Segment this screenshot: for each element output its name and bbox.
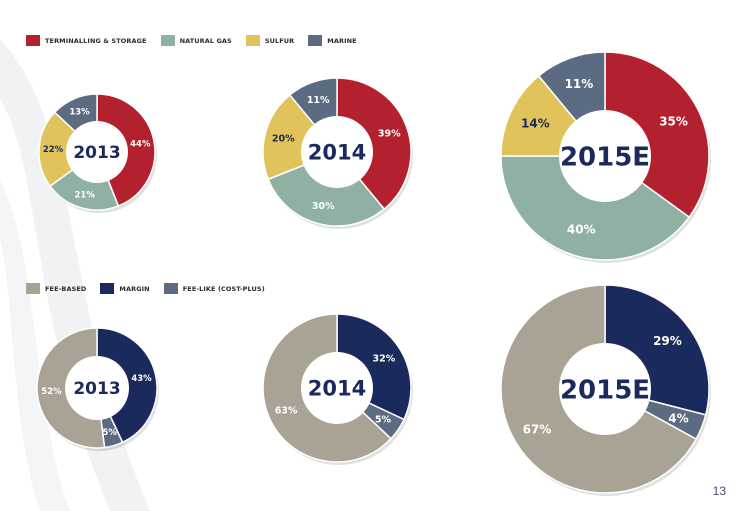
page-number: 13 xyxy=(712,484,726,498)
slice-label: 67% xyxy=(523,422,552,436)
legend-swatch xyxy=(26,35,40,46)
legend-label: FEE-LIKE (COST-PLUS) xyxy=(182,284,265,293)
slice-label: 20% xyxy=(272,134,295,145)
donut-hole xyxy=(559,343,651,435)
slice-label: 14% xyxy=(521,116,550,130)
donut-chart: 43% 5% 52% 2013 xyxy=(36,327,159,451)
slice-label: 22% xyxy=(43,145,64,155)
legend-swatch xyxy=(100,283,115,294)
slice-label: 32% xyxy=(372,354,395,365)
legend-item: FEE-LIKE (COST-PLUS) xyxy=(163,283,265,294)
legend-item: FEE-BASED xyxy=(26,283,86,294)
slice-label: 40% xyxy=(567,222,596,236)
legend-label: FEE-BASED xyxy=(45,284,87,293)
slice-label: 52% xyxy=(41,387,62,397)
slice-label: 63% xyxy=(275,405,298,416)
slice-label: 5% xyxy=(103,428,118,438)
segment-legend: TERMINALLING & STORAGE NATURAL GAS SULFU… xyxy=(26,35,371,46)
donut-hole xyxy=(559,110,651,202)
chart-year-label: 2013 xyxy=(73,143,120,163)
donut-hole xyxy=(66,121,128,183)
legend-label: TERMINALLING & STORAGE xyxy=(45,36,147,45)
donut-hole xyxy=(301,352,373,424)
legend-item: SULFUR xyxy=(245,35,295,46)
donut-chart: 35% 40% 14% 11% 2015E xyxy=(500,51,711,263)
chart-year-label: 2014 xyxy=(308,377,366,401)
slice-label: 4% xyxy=(668,411,688,425)
legend-label: SULFUR xyxy=(264,36,295,45)
slice-label: 44% xyxy=(130,140,151,150)
legend-item: NATURAL GAS xyxy=(160,35,232,46)
pie-slice xyxy=(336,77,412,211)
chart-year-label: 2015E xyxy=(560,142,650,172)
slice-label: 11% xyxy=(565,77,594,91)
chart-year-label: 2013 xyxy=(73,379,120,399)
donut-chart: 44% 21% 22% 13% 2013 xyxy=(38,93,157,213)
pie-slice xyxy=(500,155,691,261)
legend-label: MARGIN xyxy=(119,284,150,293)
chart-year-label: 2015E xyxy=(560,375,650,405)
legend-swatch xyxy=(160,35,175,46)
legend-item: TERMINALLING & STORAGE xyxy=(26,35,147,46)
legend-swatch xyxy=(26,283,40,294)
legend-label: NATURAL GAS xyxy=(179,36,232,45)
slice-label: 5% xyxy=(375,415,392,426)
chart-year-label: 2014 xyxy=(308,141,366,165)
donut-hole xyxy=(301,116,373,188)
donut-chart: 32% 5% 63% 2014 xyxy=(262,313,413,465)
legend-item: MARGIN xyxy=(100,283,150,294)
slice-label: 39% xyxy=(378,129,401,140)
legend-label: MARINE xyxy=(327,36,357,45)
slice-label: 13% xyxy=(69,108,90,118)
donut-hole xyxy=(65,356,129,420)
legend-swatch xyxy=(245,35,260,46)
legend-swatch xyxy=(308,35,323,46)
pie-slice xyxy=(267,151,386,227)
slice-label: 43% xyxy=(131,374,152,384)
legend-item: MARINE xyxy=(308,35,357,46)
slice-label: 21% xyxy=(75,190,96,200)
donut-chart: 29% 4% 67% 2015E xyxy=(500,284,711,496)
pie-slice xyxy=(604,51,710,219)
slice-label: 11% xyxy=(307,95,330,106)
legend-swatch xyxy=(163,283,178,294)
donut-chart: 39% 30% 20% 11% 2014 xyxy=(262,77,413,229)
slice-label: 29% xyxy=(653,334,682,348)
slice-label: 35% xyxy=(659,114,688,128)
contract-legend: FEE-BASED MARGIN FEE-LIKE (COST-PLUS) xyxy=(26,283,279,294)
slice-label: 30% xyxy=(312,201,335,212)
